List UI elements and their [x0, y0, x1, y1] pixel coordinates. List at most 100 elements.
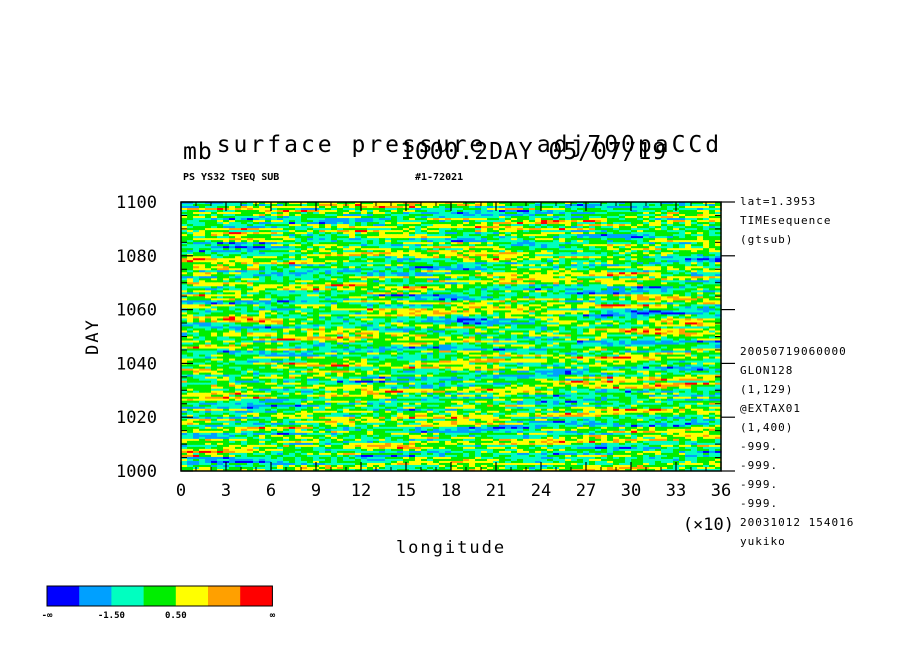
- heatmap-cell: [709, 306, 716, 309]
- heatmap-cell: [229, 202, 236, 205]
- heatmap-cell: [649, 226, 656, 229]
- heatmap-cell: [469, 238, 476, 241]
- heatmap-cell: [205, 278, 212, 281]
- heatmap-cell: [475, 210, 482, 213]
- heatmap-cell: [259, 274, 266, 277]
- heatmap-cell: [661, 282, 668, 285]
- heatmap-cell: [301, 274, 308, 277]
- heatmap-cell: [187, 246, 194, 249]
- heatmap-cell: [259, 298, 266, 301]
- heatmap-cell: [559, 296, 566, 299]
- heatmap-cell: [361, 202, 368, 205]
- heatmap-cell: [361, 308, 368, 311]
- heatmap-cell: [355, 274, 362, 277]
- heatmap-cell: [253, 294, 260, 297]
- heatmap-cell: [241, 268, 248, 271]
- heatmap-cell: [649, 286, 656, 289]
- heatmap-cell: [445, 274, 452, 277]
- heatmap-cell: [355, 244, 362, 247]
- heatmap-cell: [457, 280, 464, 283]
- heatmap-cell: [223, 302, 230, 305]
- heatmap-cell: [415, 308, 422, 311]
- heatmap-cell: [541, 230, 548, 233]
- heatmap-cell: [385, 206, 392, 209]
- heatmap-cell: [235, 244, 242, 247]
- heatmap-cell: [307, 224, 314, 227]
- heatmap-cell: [307, 228, 314, 231]
- heatmap-cell: [595, 278, 602, 281]
- heatmap-cell: [259, 278, 266, 281]
- heatmap-cell: [547, 238, 554, 241]
- heatmap-cell: [211, 266, 218, 269]
- heatmap-cell: [397, 292, 404, 295]
- heatmap-cell: [589, 258, 596, 261]
- heatmap-cell: [595, 264, 602, 267]
- heatmap-cell: [373, 286, 380, 289]
- heatmap-cell: [277, 286, 284, 289]
- heatmap-cell: [361, 304, 368, 307]
- heatmap-cell: [613, 298, 620, 301]
- heatmap-cell: [277, 220, 284, 223]
- heatmap-cell: [391, 268, 398, 271]
- heatmap-cell: [193, 298, 200, 301]
- heatmap-cell: [379, 208, 386, 211]
- heatmap-cell: [565, 276, 572, 279]
- heatmap-cell: [421, 242, 428, 245]
- heatmap-cell: [457, 246, 464, 249]
- heatmap-cell: [487, 240, 494, 243]
- heatmap-cell: [595, 260, 602, 263]
- heatmap-cell: [307, 252, 314, 255]
- heatmap-cell: [253, 248, 260, 251]
- heatmap-cell: [571, 222, 578, 225]
- heatmap-cell: [607, 216, 614, 219]
- heatmap-cell: [643, 274, 650, 277]
- heatmap-cell: [373, 232, 380, 235]
- heatmap-cell: [457, 208, 464, 211]
- heatmap-cell: [541, 258, 548, 261]
- heatmap-cell: [385, 228, 392, 231]
- heatmap-cell: [487, 266, 494, 269]
- heatmap-cell: [439, 210, 446, 213]
- heatmap-cell: [697, 276, 704, 279]
- heatmap-cell: [355, 292, 362, 295]
- heatmap-cell: [661, 230, 668, 233]
- heatmap-cell: [421, 292, 428, 295]
- heatmap-cell: [703, 234, 710, 237]
- heatmap-cell: [283, 284, 290, 287]
- heatmap-cell: [241, 292, 248, 295]
- heatmap-cell: [457, 228, 464, 231]
- heatmap-cell: [355, 312, 362, 315]
- heatmap-cell: [295, 208, 302, 211]
- heatmap-cell: [289, 252, 296, 255]
- heatmap-cell: [673, 276, 680, 279]
- heatmap-cell: [217, 260, 224, 263]
- heatmap-cell: [181, 262, 188, 265]
- heatmap-cell: [295, 274, 302, 277]
- heatmap-cell: [373, 306, 380, 309]
- heatmap-cell: [481, 204, 488, 207]
- heatmap-cell: [259, 300, 266, 303]
- heatmap-cell: [595, 216, 602, 219]
- heatmap-cell: [367, 248, 374, 251]
- heatmap-cell: [427, 218, 434, 221]
- heatmap-cell: [643, 284, 650, 287]
- heatmap-cell: [235, 250, 242, 253]
- heatmap-cell: [337, 290, 344, 293]
- heatmap-cell: [229, 226, 236, 229]
- heatmap-cell: [295, 206, 302, 209]
- heatmap-cell: [223, 220, 230, 223]
- heatmap-cell: [523, 246, 530, 249]
- heatmap-cell: [541, 228, 548, 231]
- heatmap-cell: [703, 244, 710, 247]
- heatmap-cell: [259, 232, 266, 235]
- heatmap-cell: [709, 230, 716, 233]
- heatmap-cell: [463, 306, 470, 309]
- heatmap-cell: [415, 306, 422, 309]
- heatmap-cell: [421, 230, 428, 233]
- heatmap-cell: [229, 308, 236, 311]
- heatmap-cell: [583, 310, 590, 313]
- heatmap-cell: [385, 260, 392, 263]
- heatmap-cell: [439, 306, 446, 309]
- heatmap-cell: [559, 202, 566, 205]
- heatmap-cell: [361, 222, 368, 225]
